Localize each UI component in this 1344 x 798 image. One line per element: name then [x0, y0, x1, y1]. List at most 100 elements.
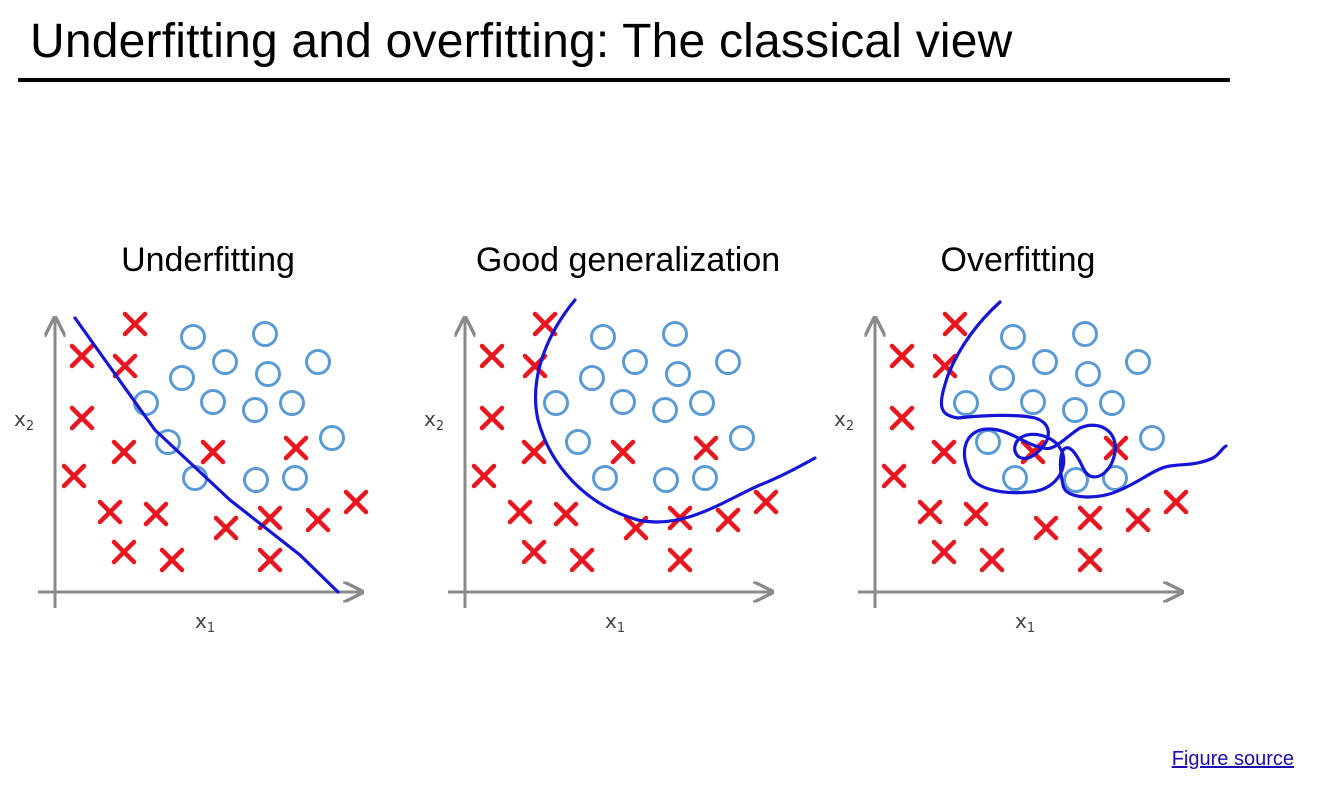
cross-marker	[932, 353, 958, 379]
cross-marker	[667, 547, 693, 573]
cross-marker	[610, 439, 636, 465]
cross-marker	[479, 343, 505, 369]
circle-marker	[279, 390, 305, 416]
cross-marker	[471, 463, 497, 489]
cross-marker	[569, 547, 595, 573]
cross-marker	[715, 507, 741, 533]
cross-marker	[112, 353, 138, 379]
circle-marker	[243, 467, 269, 493]
cross-marker	[69, 343, 95, 369]
x-axis-label: x1	[1015, 609, 1035, 636]
cross-marker	[111, 439, 137, 465]
circle-marker	[989, 365, 1015, 391]
circle-marker	[689, 390, 715, 416]
cross-marker	[283, 435, 309, 461]
decision-boundary	[939, 300, 1228, 499]
title-divider	[18, 78, 1230, 82]
x-axis-label: x1	[605, 609, 625, 636]
cross-marker	[942, 311, 968, 337]
circle-marker	[653, 467, 679, 493]
cross-marker	[213, 515, 239, 541]
cross-marker	[305, 507, 331, 533]
cross-marker	[889, 343, 915, 369]
cross-marker	[931, 439, 957, 465]
cross-marker	[111, 539, 137, 565]
cross-marker	[343, 489, 369, 515]
circle-marker	[579, 365, 605, 391]
circle-marker	[1062, 397, 1088, 423]
cross-marker	[1163, 489, 1189, 515]
cross-marker	[1077, 505, 1103, 531]
circle-marker	[182, 465, 208, 491]
decision-boundary	[533, 298, 817, 524]
circle-marker	[1032, 349, 1058, 375]
circle-marker	[212, 349, 238, 375]
circle-marker	[133, 390, 159, 416]
cross-marker	[1077, 547, 1103, 573]
panel-underfitting: x1 x2	[14, 311, 369, 636]
cross-marker	[917, 499, 943, 525]
circle-marker	[665, 361, 691, 387]
cross-marker	[693, 435, 719, 461]
panel-good-generalization: x1 x2	[424, 298, 817, 636]
circle-marker	[1002, 465, 1028, 491]
cross-marker	[1125, 507, 1151, 533]
circle-marker	[319, 425, 345, 451]
slide-title: Underfitting and overfitting: The classi…	[30, 15, 1013, 68]
y-axis-label: x2	[14, 407, 34, 434]
cross-marker	[159, 547, 185, 573]
circle-marker	[610, 389, 636, 415]
cross-marker	[881, 463, 907, 489]
cross-marker	[521, 539, 547, 565]
circle-marker	[1102, 465, 1128, 491]
circle-marker	[715, 349, 741, 375]
decision-boundary	[73, 316, 340, 594]
cross-marker	[532, 311, 558, 337]
panel-overfitting: x1 x2	[834, 300, 1228, 636]
cross-marker	[69, 405, 95, 431]
cross-marker	[143, 501, 169, 527]
cross-marker	[1033, 515, 1059, 541]
circle-marker	[169, 365, 195, 391]
circle-marker	[200, 389, 226, 415]
circle-marker	[1075, 361, 1101, 387]
circle-marker	[1000, 324, 1026, 350]
circle-marker	[242, 397, 268, 423]
cross-marker	[889, 405, 915, 431]
panel-title-overfitting: Overfitting	[940, 241, 1096, 279]
circle-marker	[1125, 349, 1151, 375]
classification-figure: x1 x2 x1 x2 x1 x2	[14, 298, 1228, 636]
panel-title-underfitting: Underfitting	[121, 241, 295, 279]
cross-marker	[979, 547, 1005, 573]
circle-marker	[1139, 425, 1165, 451]
circle-marker	[592, 465, 618, 491]
cross-marker	[122, 311, 148, 337]
cross-marker	[97, 499, 123, 525]
circle-marker	[180, 324, 206, 350]
cross-marker	[61, 463, 87, 489]
circle-marker	[953, 390, 979, 416]
cross-marker	[257, 547, 283, 573]
y-axis-label: x2	[424, 407, 444, 434]
circle-marker	[590, 324, 616, 350]
circle-marker	[662, 321, 688, 347]
circle-marker	[1099, 390, 1125, 416]
circle-marker	[729, 425, 755, 451]
y-axis-label: x2	[834, 407, 854, 434]
cross-marker	[521, 439, 547, 465]
circle-marker	[1020, 389, 1046, 415]
circle-marker	[975, 429, 1001, 455]
panel-title-good-generalization: Good generalization	[475, 241, 781, 279]
circle-marker	[1072, 321, 1098, 347]
circle-marker	[543, 390, 569, 416]
circle-marker	[252, 321, 278, 347]
circle-marker	[255, 361, 281, 387]
cross-marker	[200, 439, 226, 465]
figure-source-link[interactable]: Figure source	[1171, 748, 1294, 770]
cross-marker	[931, 539, 957, 565]
cross-marker	[753, 489, 779, 515]
cross-marker	[479, 405, 505, 431]
circle-marker	[622, 349, 648, 375]
circle-marker	[692, 465, 718, 491]
cross-marker	[963, 501, 989, 527]
